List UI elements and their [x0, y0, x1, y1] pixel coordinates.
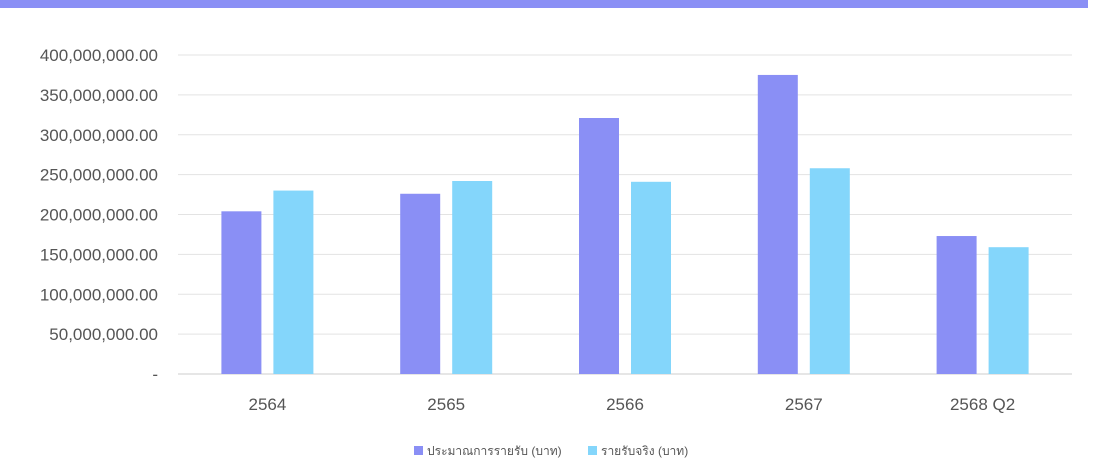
y-tick-label: 250,000,000.00 [40, 166, 158, 185]
x-tick-label: 2564 [248, 395, 286, 414]
x-axis-ticks: 2564 2565 2566 2567 2568 Q2 [248, 395, 1015, 414]
x-tick-label: 2566 [606, 395, 644, 414]
x-tick-label: 2565 [427, 395, 465, 414]
bar-actual-2 [631, 181, 671, 374]
y-tick-label: 400,000,000.00 [40, 46, 158, 65]
y-tick-label: 200,000,000.00 [40, 206, 158, 225]
bar-estimated-1 [400, 193, 441, 374]
y-tick-label: - [152, 365, 158, 384]
grid-lines [178, 54, 1072, 375]
bar-actual-3 [809, 168, 850, 374]
bar-estimated-2 [579, 118, 619, 374]
bars [221, 74, 1029, 374]
y-axis-ticks: - 50,000,000.00 100,000,000.00 150,000,000.… [40, 46, 158, 384]
legend-swatch [414, 446, 423, 455]
y-tick-label: 350,000,000.00 [40, 86, 158, 105]
legend-label: รายรับจริง (บาท) [601, 444, 688, 458]
y-tick-label: 100,000,000.00 [40, 285, 158, 304]
bar-estimated-4 [936, 236, 977, 374]
bar-estimated-0 [221, 211, 262, 374]
legend-label: ประมาณการรายรับ (บาท) [427, 444, 562, 458]
bar-actual-4 [988, 247, 1029, 374]
x-tick-label: 2568 Q2 [950, 395, 1015, 414]
legend-swatch [588, 446, 597, 455]
legend: ประมาณการรายรับ (บาท) รายรับจริง (บาท) [414, 444, 688, 458]
bar-actual-1 [452, 181, 493, 374]
top-accent-band [0, 0, 1088, 8]
y-tick-label: 50,000,000.00 [49, 325, 158, 344]
x-tick-label: 2567 [785, 395, 823, 414]
y-tick-label: 150,000,000.00 [40, 245, 158, 264]
y-tick-label: 300,000,000.00 [40, 126, 158, 145]
bar-estimated-3 [757, 74, 798, 374]
bar-actual-0 [273, 190, 314, 374]
